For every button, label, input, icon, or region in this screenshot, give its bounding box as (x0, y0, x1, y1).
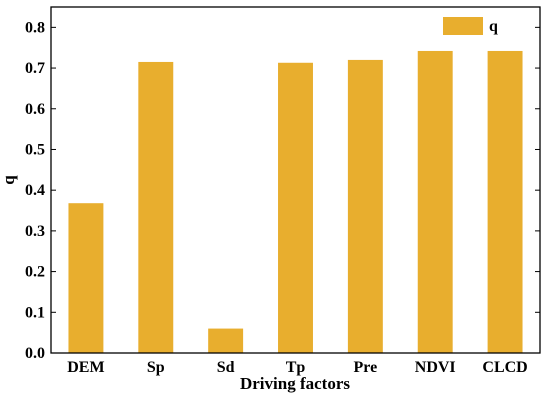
bar-dem (68, 203, 104, 353)
x-tick-label: Sp (147, 359, 165, 376)
bar-ndvi (417, 50, 453, 354)
bar-pre (347, 59, 383, 353)
y-tick-label: 0.0 (25, 345, 45, 362)
plot-frame (50, 6, 541, 354)
y-tick-label: 0.1 (25, 304, 45, 321)
y-axis-title: q (0, 175, 18, 185)
bar-clcd (487, 50, 523, 354)
y-tick-label: 0.7 (25, 60, 45, 77)
x-tick-label: Tp (286, 359, 306, 376)
bar-series (68, 50, 523, 354)
bar-sd (208, 328, 244, 353)
y-axis-ticks: 0.0 0.1 0.2 0.3 0.4 0.5 0.6 0.7 0.8 (25, 19, 540, 362)
x-axis-title: Driving factors (240, 374, 350, 393)
legend-label: q (489, 18, 498, 35)
y-tick-label: 0.6 (25, 101, 45, 118)
y-tick-label: 0.4 (25, 182, 45, 199)
x-tick-label: DEM (67, 359, 104, 376)
legend: q (443, 17, 498, 35)
x-tick-label: NDVI (415, 359, 456, 376)
x-tick-label: CLCD (482, 359, 527, 376)
x-tick-label: Pre (354, 359, 378, 376)
bar-tp (278, 62, 313, 353)
bar-sp (138, 61, 174, 353)
y-tick-label: 0.8 (25, 19, 45, 36)
x-tick-label: Sd (217, 359, 235, 376)
y-tick-label: 0.5 (25, 141, 45, 158)
y-tick-label: 0.2 (25, 264, 45, 281)
y-tick-label: 0.3 (25, 223, 45, 240)
legend-swatch (443, 17, 483, 35)
x-axis-ticks: DEM Sp Sd Tp Pre NDVI CLCD (67, 348, 528, 376)
